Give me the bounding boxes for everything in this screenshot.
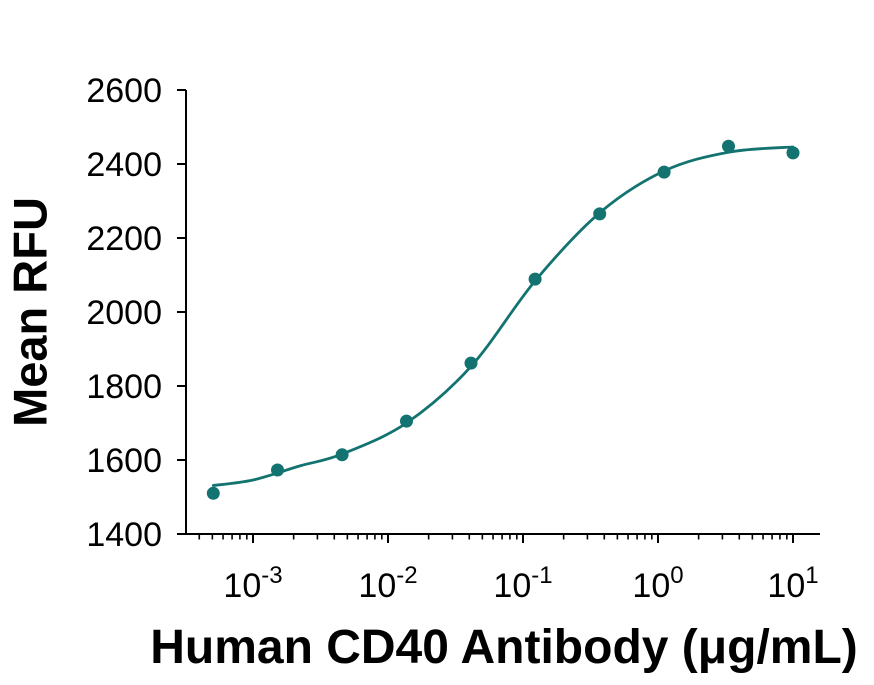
y-tick-label: 2600 bbox=[86, 72, 162, 110]
y-tick-label: 1400 bbox=[86, 516, 162, 554]
x-tick-label: 10-3 bbox=[223, 562, 282, 605]
data-point bbox=[335, 448, 349, 462]
y-axis-title: Mean RFU bbox=[4, 197, 57, 427]
data-point bbox=[400, 414, 413, 428]
x-axis-title: Human CD40 Antibody (μg/mL) bbox=[150, 621, 858, 674]
x-tick-label: 100 bbox=[632, 562, 683, 605]
x-tick-label: 10-2 bbox=[358, 562, 417, 605]
data-point bbox=[528, 272, 542, 286]
data-point bbox=[722, 139, 735, 153]
y-tick-label: 2400 bbox=[86, 146, 162, 184]
x-tick-label: 101 bbox=[767, 562, 818, 605]
x-tick-label: 10-1 bbox=[493, 562, 552, 605]
data-point bbox=[464, 356, 478, 370]
data-point bbox=[206, 486, 220, 500]
y-tick-label: 2200 bbox=[86, 220, 162, 258]
fit-curve-line bbox=[211, 145, 795, 487]
data-point bbox=[593, 207, 607, 221]
data-point bbox=[271, 463, 284, 477]
y-tick-label: 1600 bbox=[86, 442, 162, 480]
y-tick-label: 2000 bbox=[86, 294, 162, 332]
data-point bbox=[786, 146, 800, 160]
y-tick-label: 1800 bbox=[86, 368, 162, 406]
data-point bbox=[657, 165, 671, 179]
